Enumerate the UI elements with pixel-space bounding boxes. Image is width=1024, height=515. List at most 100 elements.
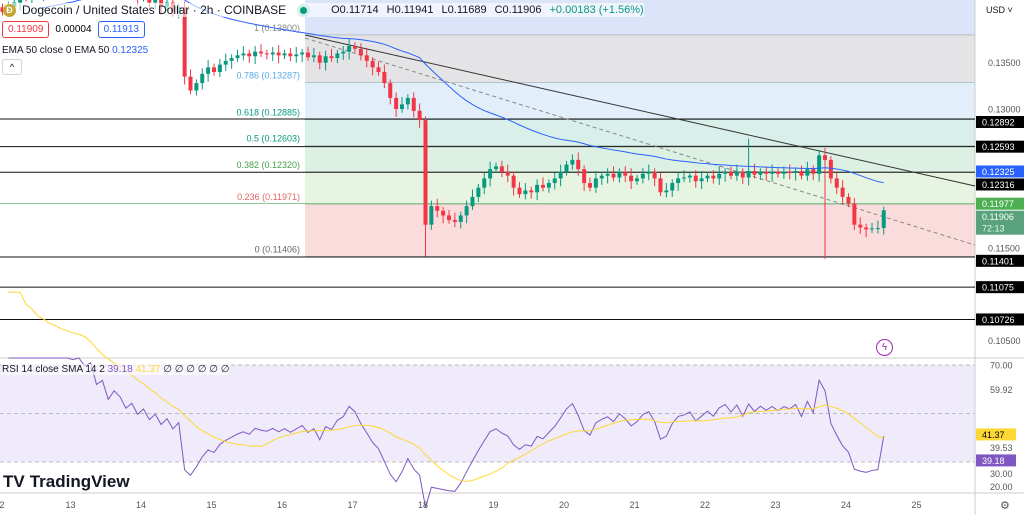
candle-body (875, 228, 880, 230)
candle-body (546, 183, 551, 188)
rsi-label-text: 39.18 (982, 456, 1005, 466)
candle-body (411, 97, 416, 111)
buy-button[interactable]: 0.11913 (97, 21, 145, 38)
candle-body (676, 178, 681, 184)
candle-body (188, 76, 193, 91)
candle-body (311, 55, 316, 58)
currency-select[interactable]: USD ˅ (986, 5, 1013, 15)
candle-body (394, 97, 399, 110)
collapse-legend-button[interactable]: ^ (2, 59, 22, 75)
candle-body (400, 104, 404, 110)
candle-body (423, 120, 428, 225)
rsi-label-text: 41.37 (982, 430, 1005, 440)
candle-body (670, 183, 675, 191)
candle-body (682, 177, 686, 179)
candle-body (511, 175, 516, 188)
currency-label: USD (986, 5, 1006, 15)
candle-body (405, 97, 410, 105)
candle-body (570, 159, 575, 165)
alert-bolt-icon[interactable]: ϟ (876, 339, 893, 356)
candle-body (658, 178, 663, 193)
candle-body (288, 53, 293, 57)
price-label-badge (976, 210, 1024, 235)
time-axis-tick: 25 (911, 500, 921, 510)
candle-body (370, 60, 375, 68)
candle-body (752, 171, 757, 175)
candle-body (200, 73, 205, 84)
price-label-text: 0.12316 (982, 180, 1015, 190)
rsi-label-badge (976, 428, 1016, 441)
price-label-text: 0.11977 (982, 199, 1014, 209)
candle-body (576, 159, 581, 170)
candle-body (458, 215, 463, 222)
candle-body (353, 46, 357, 49)
price-label-text: 0.11401 (982, 256, 1014, 266)
fib-label: 0.5 (0.12603) (246, 134, 300, 144)
candle-body (435, 206, 440, 211)
market-status-icon (300, 6, 308, 14)
candle-body (858, 224, 863, 228)
ohlc-high: H0.11941 (386, 4, 434, 16)
ohlc-low: L0.11689 (441, 4, 487, 16)
candle-body (881, 210, 886, 229)
candle-body (417, 110, 422, 121)
candle-body (823, 155, 827, 160)
trendline (304, 34, 976, 187)
candle-body (253, 51, 258, 57)
time-axis-tick: 16 (277, 500, 287, 510)
fib-label: 0.382 (0.12320) (236, 160, 300, 170)
candle-body (799, 171, 804, 176)
price-label-badge (976, 165, 1024, 178)
sell-button[interactable]: 0.11909 (2, 21, 50, 38)
rsi-axis-tick: 70.00 (990, 361, 1013, 371)
rsi-axis-tick: 30.00 (990, 469, 1013, 479)
candle-body (699, 178, 704, 182)
fib-zone (305, 145, 975, 172)
tradingview-logo[interactable]: TV TradingView (3, 472, 130, 492)
candle-body (705, 175, 710, 179)
candle-body (617, 171, 622, 178)
candle-body (223, 60, 228, 65)
symbol-title[interactable]: Dogecoin / United States Dollar · 2h · C… (22, 3, 287, 17)
candle-body (229, 58, 234, 61)
candle-body (852, 203, 857, 225)
candle-body (552, 178, 557, 184)
time-axis-tick: 18 (418, 500, 428, 510)
time-axis-tick: 17 (347, 500, 357, 510)
candle-body (206, 67, 211, 74)
candle-body (828, 159, 833, 179)
time-axis-tick: 24 (841, 500, 851, 510)
fib-zone (305, 82, 975, 120)
candle-body (717, 173, 722, 179)
ema-50-line (37, 0, 884, 184)
candle-body (376, 67, 381, 72)
time-axis-tick: 2 (0, 500, 5, 510)
tradingview-icon: TV (3, 472, 25, 491)
rsi-label-badge (976, 454, 1016, 467)
rsi-legend[interactable]: RSI 14 close SMA 14 2 39.18 41.37 ∅ ∅ ∅ … (2, 364, 230, 375)
price-axis-tick: 0.13000 (988, 105, 1021, 115)
candle-body (805, 169, 810, 176)
candle-body (687, 175, 692, 178)
candle-body (605, 173, 610, 176)
rsi-axis-tick: 59.92 (990, 385, 1013, 395)
candle-body (0, 7, 5, 12)
price-axis-tick: 0.13500 (988, 58, 1021, 68)
candle-body (341, 51, 346, 54)
candle-body (840, 187, 845, 197)
price-label-text: 0.10726 (982, 315, 1015, 325)
candle-body (212, 67, 216, 72)
candle-body (235, 55, 240, 59)
price-label-text: 0.11075 (982, 283, 1014, 293)
ema-legend[interactable]: EMA 50 close 0 EMA 50 0.12325 (2, 45, 148, 56)
spread-value: 0.00004 (55, 24, 92, 35)
candle-body (317, 55, 322, 63)
candle-body (811, 169, 816, 174)
candle-body (646, 171, 651, 174)
ema-label: EMA 50 close 0 EMA 50 (2, 45, 110, 56)
candle-body (18, 0, 23, 3)
settings-gear-icon[interactable]: ⚙ (1000, 500, 1010, 512)
time-axis-tick: 23 (770, 500, 780, 510)
candle-body (729, 171, 733, 176)
